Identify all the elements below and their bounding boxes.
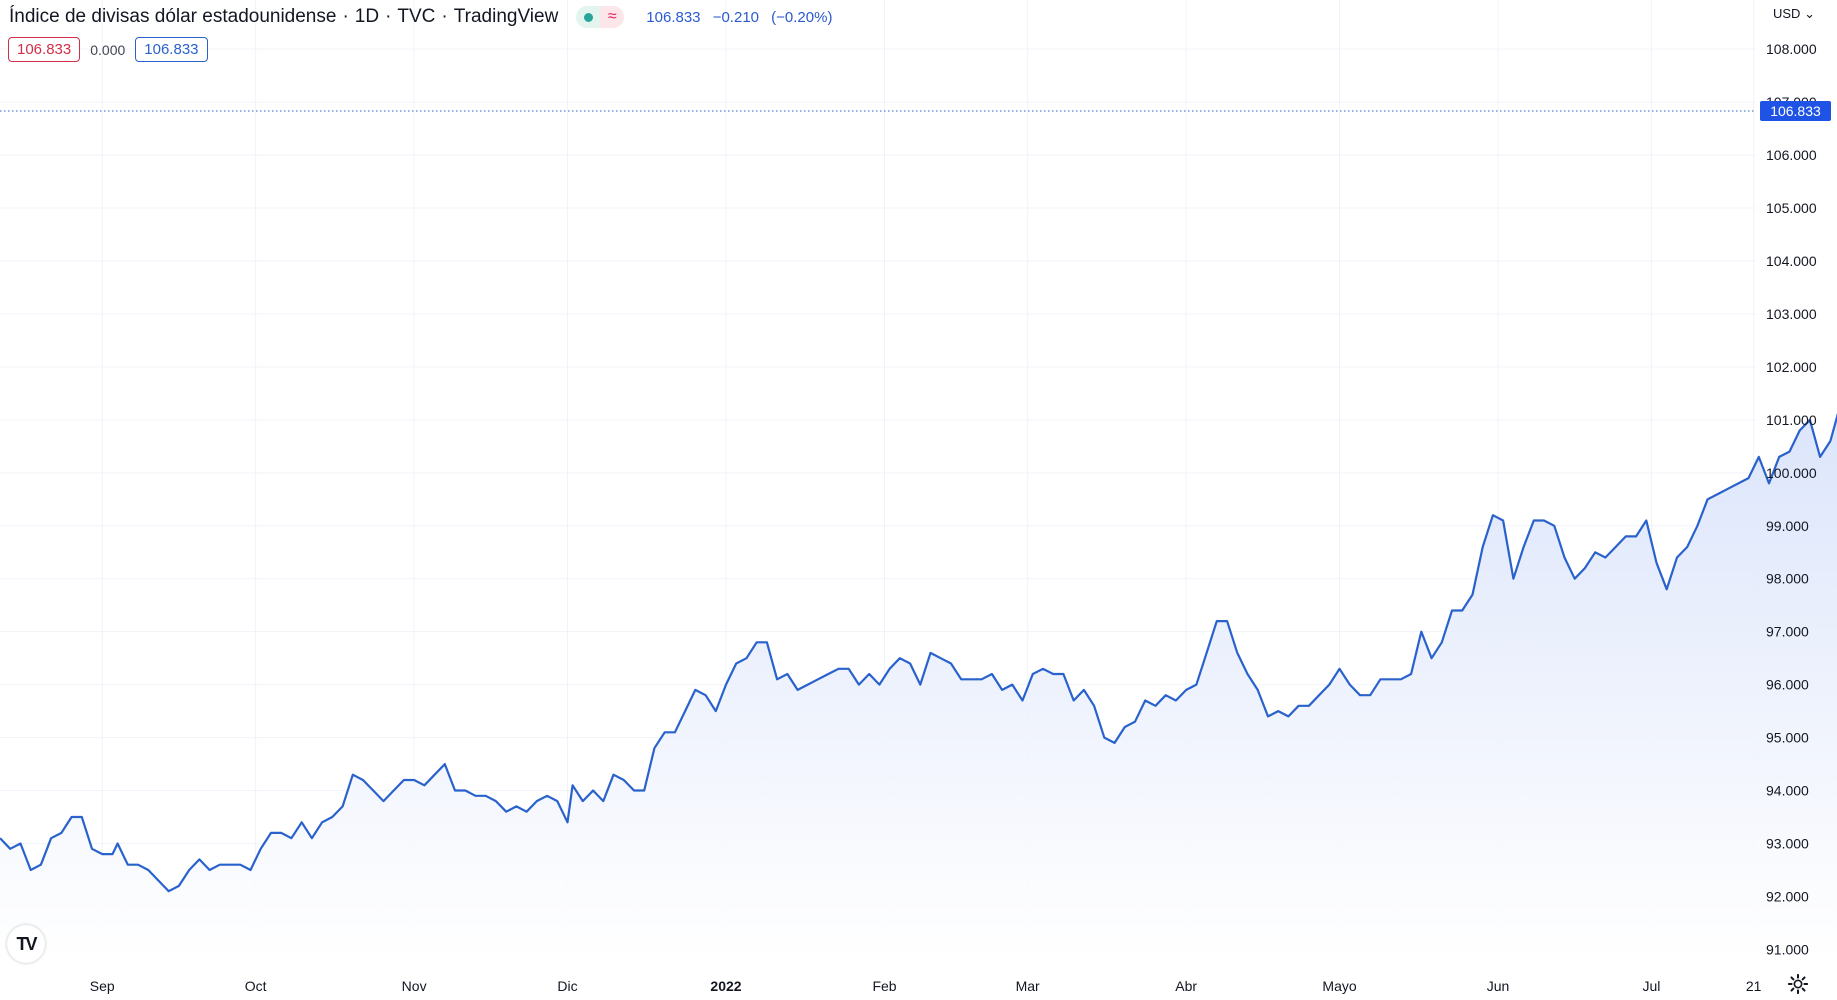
y-tick-label: 105.000 xyxy=(1766,200,1817,216)
area-series xyxy=(0,102,1837,960)
market-status[interactable] xyxy=(576,6,601,28)
y-tick-label: 108.000 xyxy=(1766,41,1817,57)
status-pill[interactable]: ≈ xyxy=(576,6,625,28)
current-price-label[interactable]: 106.833 xyxy=(1760,100,1831,121)
area-fill xyxy=(0,417,1837,960)
x-tick-label: Jun xyxy=(1487,978,1510,994)
x-tick-label: Jul xyxy=(1642,978,1660,994)
x-tick-label: Mayo xyxy=(1322,978,1356,994)
source-label: TradingView xyxy=(453,6,559,27)
separator-dot: · xyxy=(342,6,349,27)
x-tick-label: Dic xyxy=(557,978,577,994)
price-box-blue[interactable]: 106.833 xyxy=(135,37,208,62)
market-dot-icon xyxy=(583,12,593,22)
exchange-label: TVC xyxy=(397,6,436,27)
tradingview-logo-icon[interactable]: TV xyxy=(7,925,45,963)
x-tick-label: Abr xyxy=(1175,978,1197,994)
x-tick-label: Feb xyxy=(872,978,896,994)
y-tick-label: 93.000 xyxy=(1766,836,1809,852)
x-tick-label: Oct xyxy=(245,978,267,994)
y-tick-label: 92.000 xyxy=(1766,888,1809,904)
y-tick-label: 103.000 xyxy=(1766,306,1817,322)
y-tick-label: 101.000 xyxy=(1766,412,1817,428)
y-tick-label: 100.000 xyxy=(1766,465,1817,481)
y-tick-label: 106.000 xyxy=(1766,147,1817,163)
separator-dot: · xyxy=(441,6,448,27)
price-line[interactable] xyxy=(0,102,1837,893)
price-change-pct: (−0.20%) xyxy=(771,8,833,26)
y-tick-label: 97.000 xyxy=(1766,624,1809,640)
x-tick-label: Mar xyxy=(1016,978,1040,994)
y-tick-label: 94.000 xyxy=(1766,783,1809,799)
y-tick-label: 96.000 xyxy=(1766,677,1809,693)
quote-summary: 106.833 −0.210 (−0.20%) xyxy=(646,9,840,26)
current-price-text: 106.833 xyxy=(1770,103,1821,119)
x-tick-label: Sep xyxy=(90,978,115,994)
ohlc-legend: 106.833 0.000 106.833 xyxy=(8,37,208,62)
y-tick-label: 99.000 xyxy=(1766,518,1809,534)
time-axis[interactable]: Sep Oct Nov Dic 2022 Feb Mar Abr Mayo Jun Jul 21 xyxy=(90,978,1762,994)
y-tick-label: 95.000 xyxy=(1766,730,1809,746)
y-tick-label: 104.000 xyxy=(1766,253,1817,269)
spread-value: 0.000 xyxy=(90,41,126,58)
price-change: −0.210 xyxy=(712,8,759,26)
chart-header: Índice de divisas dólar estadounidense ·… xyxy=(9,4,840,30)
y-tick-label: 91.000 xyxy=(1766,941,1809,957)
approx-icon[interactable]: ≈ xyxy=(600,6,625,28)
last-price: 106.833 xyxy=(646,8,701,26)
currency-selector[interactable]: USD ⌄ xyxy=(1773,6,1815,22)
currency-label: USD xyxy=(1773,6,1801,21)
price-axis[interactable]: 108.000107.000106.000105.000104.000103.0… xyxy=(1760,41,1831,957)
x-tick-label: Nov xyxy=(402,978,427,994)
separator-dot: · xyxy=(385,6,392,27)
interval-label[interactable]: 1D xyxy=(354,6,380,27)
y-tick-label: 102.000 xyxy=(1766,359,1817,375)
y-tick-label: 98.000 xyxy=(1766,571,1809,587)
chevron-down-icon: ⌄ xyxy=(1800,6,1815,21)
gear-icon[interactable] xyxy=(1787,973,1809,995)
symbol-title[interactable]: Índice de divisas dólar estadounidense xyxy=(9,6,337,27)
x-tick-label: 21 xyxy=(1746,978,1762,994)
price-box-red[interactable]: 106.833 xyxy=(8,37,81,62)
x-tick-label: 2022 xyxy=(710,978,741,994)
